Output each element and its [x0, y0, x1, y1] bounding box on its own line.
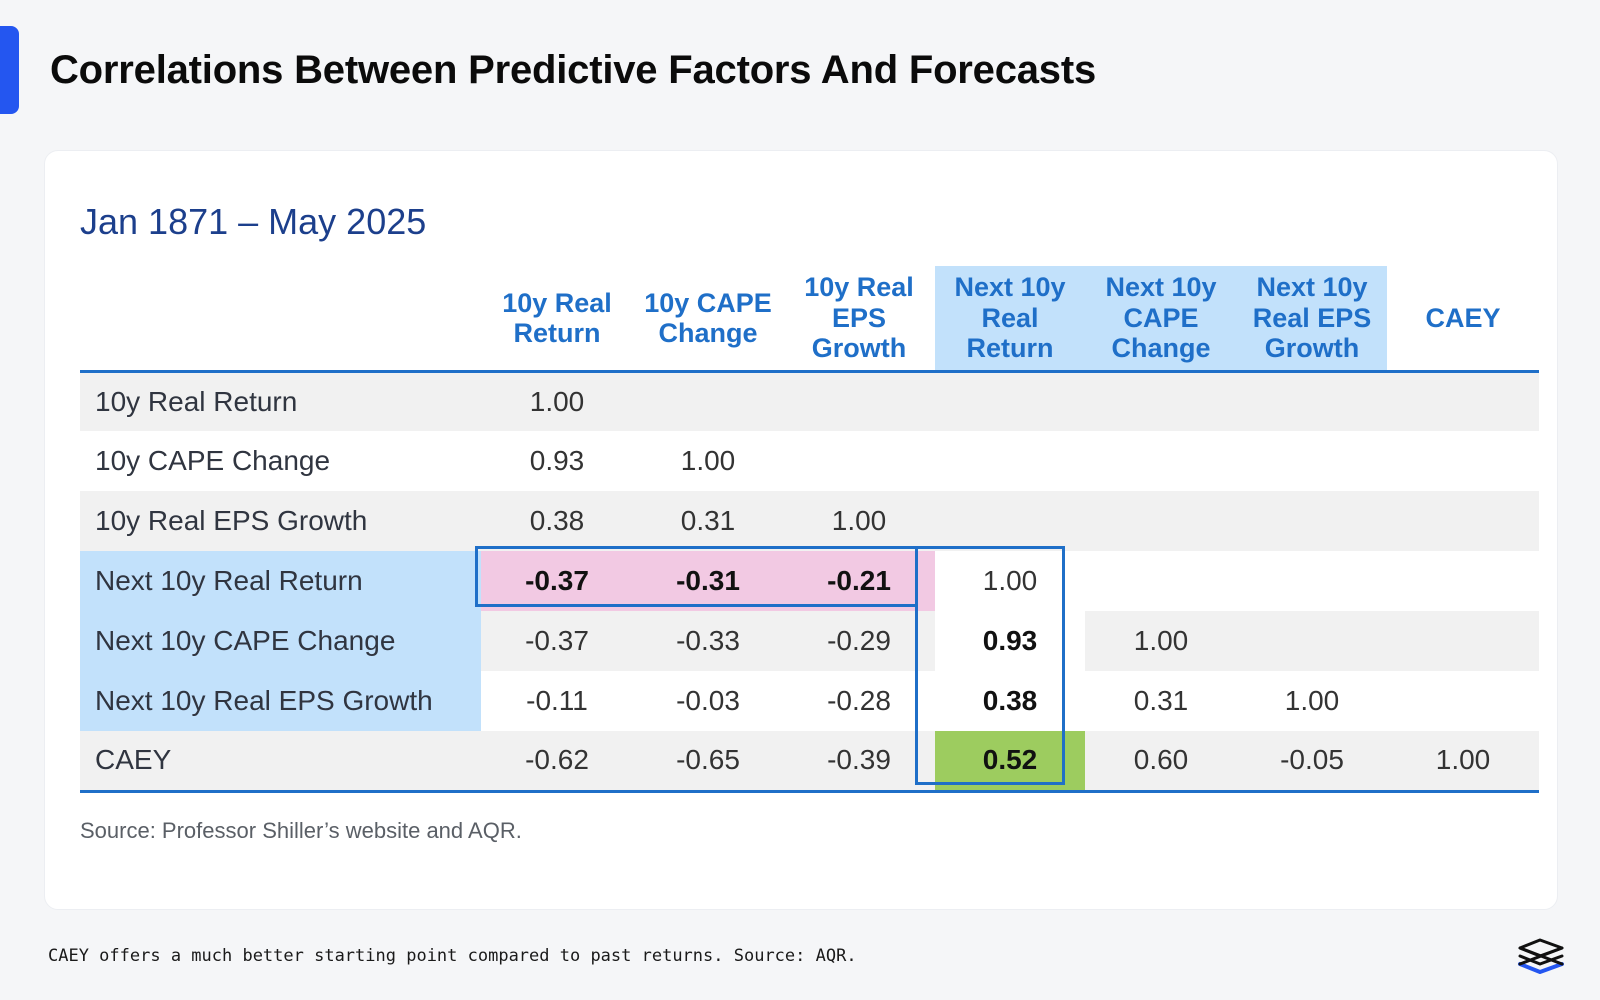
- correlation-cell: 1.00: [1284, 685, 1340, 716]
- correlation-cell: -0.28: [783, 671, 935, 731]
- correlation-cell: [1387, 551, 1539, 611]
- chart-subtitle: Jan 1871 – May 2025: [80, 201, 427, 242]
- correlation-cell: [1387, 491, 1539, 551]
- correlation-cell: -0.03: [633, 671, 783, 731]
- column-header: Next 10y CAPE Change: [1085, 266, 1237, 373]
- correlation-cell: [1085, 431, 1237, 491]
- correlation-cell: 0.38: [935, 671, 1085, 731]
- accent-bar: [0, 26, 19, 114]
- correlation-cell: [935, 491, 1085, 551]
- correlation-cell: [1237, 431, 1387, 491]
- correlation-cell: 0.31: [633, 491, 783, 551]
- page-title: Correlations Between Predictive Factors …: [50, 48, 1097, 92]
- correlation-cell: 1.00: [935, 551, 1085, 611]
- correlation-cell: 0.52: [935, 731, 1085, 793]
- correlation-cell: -0.37: [481, 611, 633, 671]
- correlation-cell: 1.00: [680, 445, 736, 476]
- correlation-cell: [1085, 551, 1237, 611]
- correlation-cell: [633, 371, 783, 431]
- correlation-cell: [1387, 431, 1539, 491]
- correlation-cell: 0.93: [529, 445, 585, 476]
- header-corner: [80, 266, 481, 373]
- correlation-cell: 0.93: [935, 611, 1085, 671]
- row-label: 10y Real Return: [80, 371, 481, 431]
- correlation-cell: [1085, 371, 1237, 431]
- correlation-cell: 0.38: [481, 491, 633, 551]
- correlation-cell: 0.31: [1133, 685, 1189, 716]
- correlation-cell: 1.00: [481, 371, 633, 431]
- table-row: 10y Real Return 1.00: [80, 371, 1539, 431]
- correlation-cell: -0.11: [481, 671, 633, 731]
- correlation-cell: [935, 371, 1085, 431]
- column-header: Next 10y Real Return: [935, 266, 1085, 373]
- row-label: 10y CAPE Change: [95, 445, 331, 476]
- header-row: 10y Real Return 10y CAPE Change 10y Real EP…: [80, 266, 1539, 373]
- correlation-cell: -0.21: [783, 551, 935, 611]
- correlation-cell: [1387, 371, 1539, 431]
- source-note: Source: Professor Shiller’s website and …: [80, 818, 522, 843]
- table-row: Next 10y Real Return -0.37 -0.31 -0.21 1.00: [80, 551, 1539, 611]
- table-row: 10y Real EPS Growth 0.38 0.31 1.00: [80, 491, 1539, 551]
- correlation-cell: -0.29: [783, 611, 935, 671]
- correlation-cell: -0.33: [633, 611, 783, 671]
- correlation-cell: -0.65: [633, 731, 783, 793]
- correlation-cell: 1.00: [1085, 611, 1237, 671]
- correlation-cell: [1387, 611, 1539, 671]
- column-header: 10y Real EPS Growth: [783, 266, 935, 373]
- correlation-cell: [1237, 611, 1387, 671]
- table-row: Next 10y Real EPS Growth -0.11 -0.03 -0.28 0…: [80, 671, 1539, 731]
- correlation-cell: [1237, 371, 1387, 431]
- correlation-cell: [783, 431, 935, 491]
- column-header: 10y Real Return: [481, 266, 633, 373]
- table-row: Next 10y CAPE Change -0.37 -0.33 -0.29 0.93 1…: [80, 611, 1539, 671]
- correlation-cell: [1237, 551, 1387, 611]
- correlation-cell: [1387, 671, 1539, 731]
- row-label: 10y Real EPS Growth: [80, 491, 481, 551]
- row-label: CAEY: [80, 731, 481, 793]
- correlation-cell: -0.31: [633, 551, 783, 611]
- correlation-cell: -0.37: [481, 551, 633, 611]
- correlation-table-wrap: 10y Real Return 10y CAPE Change 10y Real EP…: [80, 266, 1539, 793]
- correlation-cell: 1.00: [1387, 731, 1539, 793]
- correlation-table: 10y Real Return 10y CAPE Change 10y Real EP…: [80, 266, 1539, 793]
- correlation-cell: -0.62: [481, 731, 633, 793]
- correlation-cell: -0.05: [1237, 731, 1387, 793]
- correlation-cell: -0.39: [783, 731, 935, 793]
- correlation-cell: [783, 371, 935, 431]
- correlation-cell: [935, 431, 1085, 491]
- correlation-cell: 0.60: [1085, 731, 1237, 793]
- brand-logo-icon: [1518, 938, 1564, 974]
- column-header: Next 10y Real EPS Growth: [1237, 266, 1387, 373]
- table-row: 10y CAPE Change 0.93 1.00: [80, 431, 1539, 491]
- row-label: Next 10y Real EPS Growth: [80, 671, 481, 731]
- correlation-cell: 1.00: [783, 491, 935, 551]
- column-header: CAEY: [1387, 266, 1539, 373]
- row-label: Next 10y Real Return: [80, 551, 481, 611]
- table-body: 10y Real Return 1.00 10y CAPE Change 0.93 1.…: [80, 371, 1539, 793]
- chart-card: Jan 1871 – May 2025 10y Real Return 10y C…: [44, 150, 1558, 910]
- column-header: 10y CAPE Change: [633, 266, 783, 373]
- correlation-cell: [1237, 491, 1387, 551]
- page-caption: CAEY offers a much better starting point…: [48, 946, 857, 966]
- row-label: Next 10y CAPE Change: [80, 611, 481, 671]
- table-row: CAEY -0.62 -0.65 -0.39 0.52 0.60 -0.05 1.00: [80, 731, 1539, 793]
- correlation-cell: [1085, 491, 1237, 551]
